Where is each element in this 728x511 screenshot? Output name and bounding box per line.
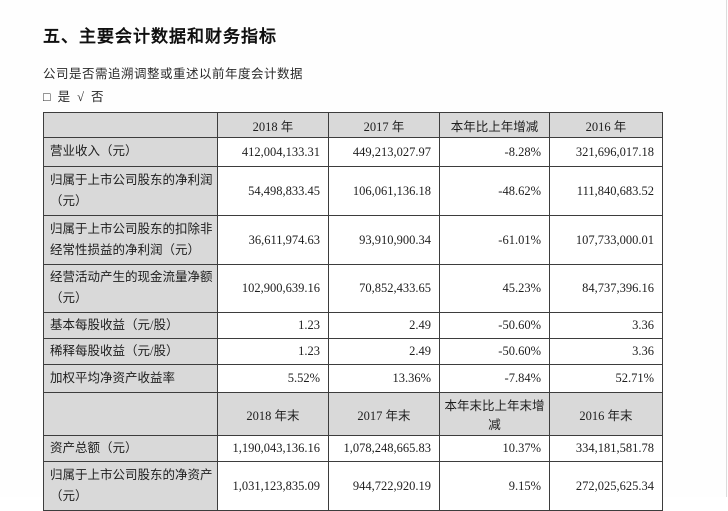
yes-label: 是 xyxy=(57,90,71,104)
value-2017: 2.49 xyxy=(328,337,440,366)
table-row-diluted-eps: 稀释每股收益（元/股） 1.23 2.49 -50.60% 3.36 xyxy=(43,337,663,366)
table-row-total-assets: 资产总额（元） 1,190,043,136.16 1,078,248,665.8… xyxy=(43,434,663,463)
header-cell-2017: 2017 年 xyxy=(328,112,440,138)
row-label: 经营活动产生的现金流量净额（元） xyxy=(43,264,218,313)
value-2018: 54,498,833.45 xyxy=(217,166,329,216)
header-cell-2017-end: 2017 年末 xyxy=(328,392,440,436)
header-cell-2018: 2018 年 xyxy=(217,112,329,138)
value-2016: 84,737,396.16 xyxy=(549,264,663,313)
value-2018: 36,611,974.63 xyxy=(217,215,329,265)
row-label: 稀释每股收益（元/股） xyxy=(43,337,218,366)
value-2016: 334,181,581.78 xyxy=(549,434,663,463)
table-row-net-profit-excl-nonrecurring: 归属于上市公司股东的扣除非经常性损益的净利润（元） 36,611,974.63 … xyxy=(43,215,663,265)
document-page: 五、主要会计数据和财务指标 公司是否需追溯调整或重述以前年度会计数据 □ 是 √ 否 … xyxy=(43,0,727,511)
section-title: 五、主要会计数据和财务指标 xyxy=(43,27,277,46)
table-row-operating-revenue: 营业收入（元） 412,004,133.31 449,213,027.97 -8… xyxy=(43,137,663,167)
value-yoy-change: -50.60% xyxy=(439,311,550,339)
value-yoy-change: -7.84% xyxy=(439,364,550,393)
table-row-weighted-avg-roe: 加权平均净资产收益率 5.52% 13.36% -7.84% 52.71% xyxy=(43,364,663,393)
check-mark-icon: √ xyxy=(77,90,84,104)
value-2016: 107,733,000.01 xyxy=(549,215,663,265)
value-2016: 3.36 xyxy=(549,311,663,339)
value-2017: 944,722,920.19 xyxy=(328,461,440,511)
row-label: 营业收入（元） xyxy=(43,137,218,167)
header-cell-2016-end: 2016 年末 xyxy=(549,392,663,436)
restatement-question: 公司是否需追溯调整或重述以前年度会计数据 xyxy=(43,67,304,81)
value-2017: 106,061,136.18 xyxy=(328,166,440,216)
value-2018: 102,900,639.16 xyxy=(217,264,329,313)
value-2018: 1,190,043,136.16 xyxy=(217,434,329,463)
yes-no-choice-line: □ 是 √ 否 xyxy=(43,86,110,105)
value-2017: 449,213,027.97 xyxy=(328,137,440,167)
value-2016: 321,696,017.18 xyxy=(549,137,663,167)
value-yoy-change: -8.28% xyxy=(439,137,550,167)
row-label: 基本每股收益（元/股） xyxy=(43,311,218,339)
row-label: 加权平均净资产收益率 xyxy=(43,364,218,393)
header-cell-2018-end: 2018 年末 xyxy=(217,392,329,436)
value-yoy-change: 10.37% xyxy=(439,434,550,463)
header-cell-yoy-end-change: 本年末比上年末增减 xyxy=(439,392,550,436)
table-header-row-annual: 2018 年 2017 年 本年比上年增减 2016 年 xyxy=(43,112,663,138)
value-2016: 52.71% xyxy=(549,364,663,393)
value-2016: 272,025,625.34 xyxy=(549,461,663,511)
financial-indicators-table: 2018 年 2017 年 本年比上年增减 2016 年 营业收入（元） 412… xyxy=(43,112,663,511)
table-row-basic-eps: 基本每股收益（元/股） 1.23 2.49 -50.60% 3.36 xyxy=(43,311,663,339)
table-header-row-year-end: 2018 年末 2017 年末 本年末比上年末增减 2016 年末 xyxy=(43,392,663,436)
no-label: 否 xyxy=(90,90,104,104)
value-2018: 1,031,123,835.09 xyxy=(217,461,329,511)
value-yoy-change: 45.23% xyxy=(439,264,550,313)
table-row-net-assets: 归属于上市公司股东的净资产（元） 1,031,123,835.09 944,72… xyxy=(43,461,663,511)
row-label: 资产总额（元） xyxy=(43,434,218,463)
header-empty-cell xyxy=(43,392,218,436)
header-cell-2016: 2016 年 xyxy=(549,112,663,138)
row-label: 归属于上市公司股东的净资产（元） xyxy=(43,461,218,511)
value-yoy-change: -61.01% xyxy=(439,215,550,265)
value-2018: 412,004,133.31 xyxy=(217,137,329,167)
value-2017: 13.36% xyxy=(328,364,440,393)
value-2017: 93,910,900.34 xyxy=(328,215,440,265)
value-2017: 2.49 xyxy=(328,311,440,339)
table-row-operating-cash-flow: 经营活动产生的现金流量净额（元） 102,900,639.16 70,852,4… xyxy=(43,264,663,313)
value-yoy-change: -48.62% xyxy=(439,166,550,216)
row-label: 归属于上市公司股东的净利润（元） xyxy=(43,166,218,216)
checkbox-unchecked-icon: □ xyxy=(43,90,51,104)
header-empty-cell xyxy=(43,112,218,138)
value-2017: 1,078,248,665.83 xyxy=(328,434,440,463)
value-yoy-change: -50.60% xyxy=(439,337,550,366)
value-2016: 111,840,683.52 xyxy=(549,166,663,216)
value-2018: 5.52% xyxy=(217,364,329,393)
row-label: 归属于上市公司股东的扣除非经常性损益的净利润（元） xyxy=(43,215,218,265)
value-yoy-change: 9.15% xyxy=(439,461,550,511)
header-cell-yoy-change: 本年比上年增减 xyxy=(439,112,550,138)
value-2017: 70,852,433.65 xyxy=(328,264,440,313)
value-2018: 1.23 xyxy=(217,311,329,339)
value-2016: 3.36 xyxy=(549,337,663,366)
value-2018: 1.23 xyxy=(217,337,329,366)
table-row-net-profit: 归属于上市公司股东的净利润（元） 54,498,833.45 106,061,1… xyxy=(43,166,663,216)
